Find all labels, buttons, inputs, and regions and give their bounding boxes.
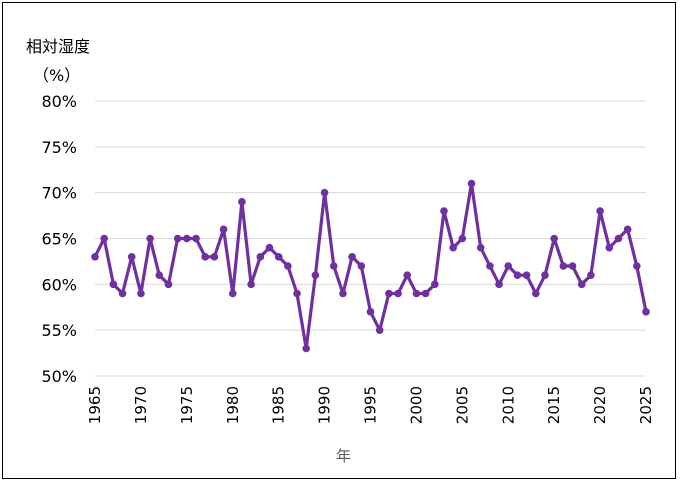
- line-chart: 50% 55% 60% 65% 70% 75% 80% 1965 1970 1975 1980 198…: [41, 92, 655, 424]
- data-point: [476, 243, 485, 252]
- data-point: [412, 289, 421, 298]
- data-point: [421, 289, 430, 298]
- data-point: [329, 262, 338, 270]
- data-point: [274, 253, 283, 261]
- data-point: [486, 262, 494, 270]
- data-point: [568, 262, 577, 270]
- x-tick-label: 1975: [178, 386, 196, 424]
- y-axis-unit: （%）: [33, 66, 81, 85]
- data-point: [385, 289, 393, 298]
- x-tick-label: 1995: [362, 386, 380, 424]
- y-tick-label: 60%: [41, 275, 77, 294]
- x-tick-label: 2005: [453, 386, 471, 424]
- x-axis-title: 年: [336, 447, 352, 465]
- x-tick-label: 1990: [316, 386, 334, 424]
- x-tick-label: 2020: [591, 386, 609, 424]
- data-point: [100, 234, 108, 243]
- data-point: [532, 289, 540, 298]
- data-point: [284, 262, 292, 270]
- y-tick-label: 55%: [41, 321, 77, 340]
- data-point: [183, 234, 191, 243]
- y-axis-title: 相対湿度: [26, 37, 91, 56]
- data-point: [91, 253, 99, 261]
- data-point: [348, 253, 356, 261]
- data-point: [219, 225, 228, 234]
- data-point: [522, 271, 531, 279]
- data-point: [458, 234, 467, 243]
- data-point: [192, 234, 200, 243]
- y-tick-label: 70%: [41, 184, 77, 203]
- data-point: [357, 262, 366, 270]
- data-point: [201, 253, 209, 261]
- data-point: [155, 271, 164, 279]
- data-point: [265, 243, 274, 252]
- y-tick-label: 65%: [41, 230, 77, 249]
- data-point: [430, 280, 439, 289]
- data-point: [596, 207, 604, 215]
- data-point: [403, 271, 412, 279]
- data-point: [504, 262, 513, 270]
- data-point: [587, 271, 595, 279]
- data-point: [623, 225, 632, 234]
- data-point: [605, 243, 614, 252]
- data-point: [550, 234, 558, 243]
- chart-frame: 相対湿度 （%） 50% 55% 60% 65% 70% 75% 80% 1965 1970 19…: [2, 2, 676, 479]
- data-point: [146, 234, 154, 243]
- data-point: [614, 234, 623, 243]
- data-point: [513, 271, 522, 279]
- data-point: [633, 262, 641, 270]
- data-point: [440, 207, 448, 215]
- data-point: [577, 280, 586, 289]
- x-tick-label: 2000: [407, 386, 425, 424]
- data-point: [339, 289, 347, 298]
- data-point: [541, 271, 549, 279]
- data-point: [247, 280, 255, 289]
- data-point: [366, 308, 375, 316]
- data-point: [375, 326, 384, 334]
- x-tick-label: 1965: [86, 386, 104, 424]
- data-point: [238, 198, 246, 206]
- data-point: [320, 188, 329, 197]
- data-point: [449, 243, 457, 252]
- y-tick-label: 75%: [41, 138, 77, 157]
- data-point: [137, 289, 145, 298]
- x-tick-label: 1980: [224, 386, 242, 424]
- x-tick-label: 2025: [637, 386, 655, 424]
- data-point: [173, 234, 182, 243]
- data-point: [293, 289, 301, 298]
- y-tick-label: 80%: [41, 92, 77, 111]
- data-point: [642, 308, 650, 316]
- data-point: [109, 280, 118, 289]
- data-point: [228, 289, 237, 298]
- data-point: [495, 280, 503, 289]
- data-point: [164, 280, 173, 289]
- data-point: [256, 253, 265, 261]
- data-point: [311, 271, 320, 279]
- data-point: [467, 179, 476, 188]
- x-tick-label: 1985: [270, 386, 288, 424]
- data-point: [127, 253, 136, 261]
- data-point: [559, 262, 568, 270]
- x-tick-label: 1970: [132, 386, 150, 424]
- y-tick-label: 50%: [41, 367, 77, 386]
- data-point: [118, 289, 127, 298]
- x-tick-label: 2015: [545, 386, 563, 424]
- data-point: [394, 289, 402, 298]
- data-point: [210, 253, 219, 261]
- x-tick-label: 2010: [499, 386, 517, 424]
- data-point: [302, 344, 311, 353]
